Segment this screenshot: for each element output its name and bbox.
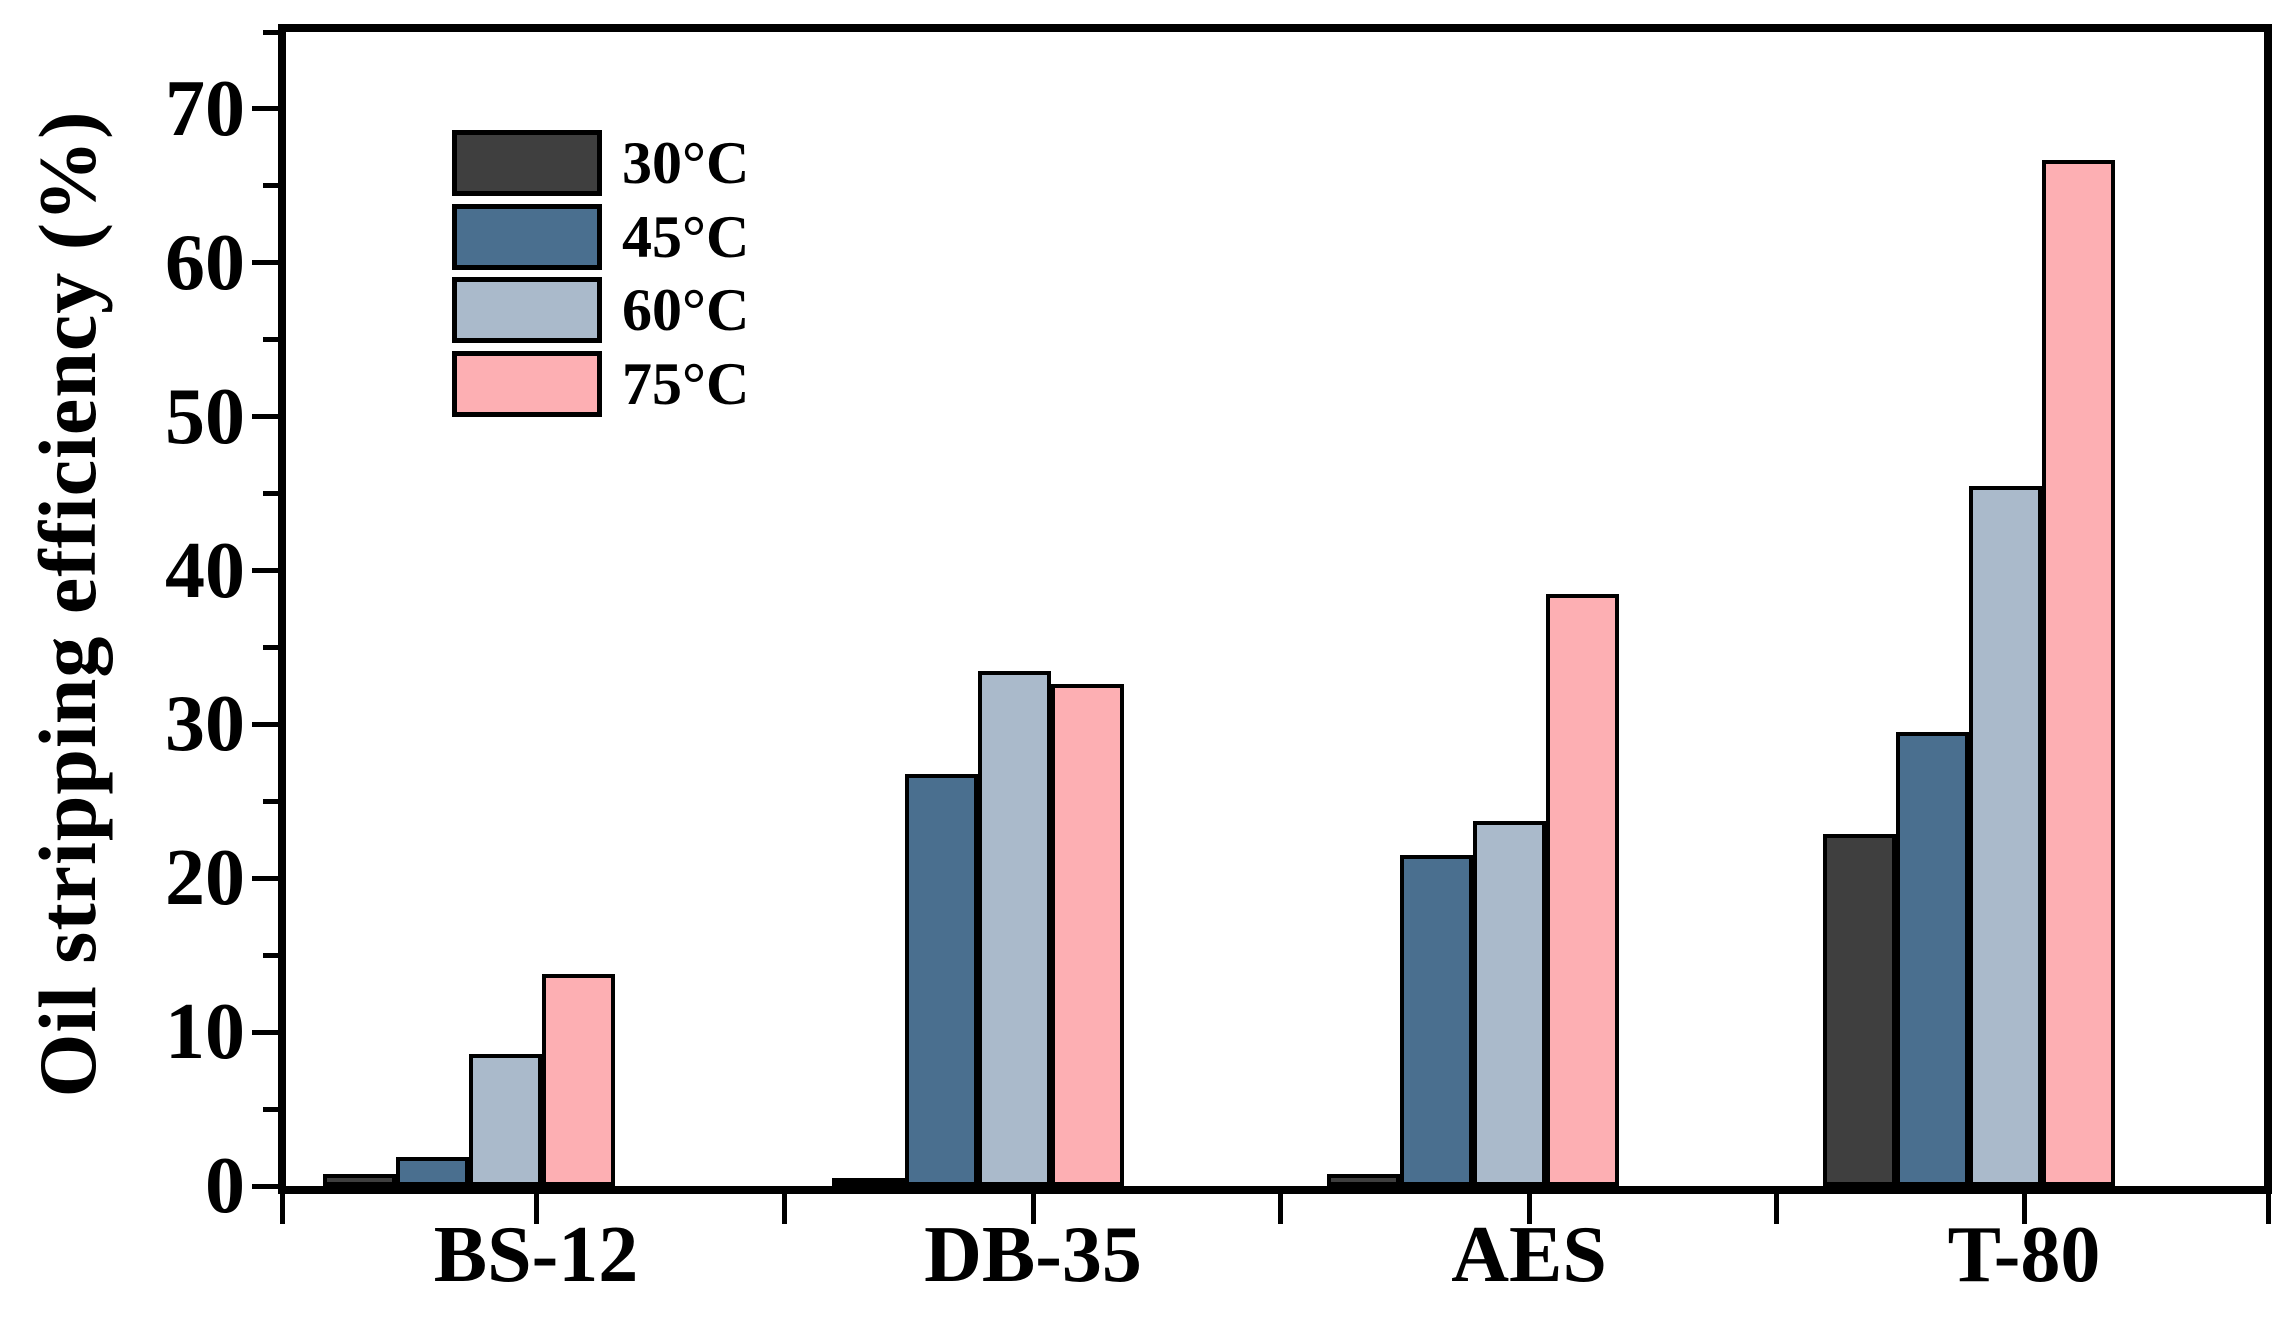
y-axis-major-tick <box>252 106 278 112</box>
bar-DB-35-60°C <box>978 670 1051 1186</box>
bar-DB-35-75°C <box>1051 684 1124 1186</box>
bar-T-80-30°C <box>1823 833 1896 1186</box>
y-axis-tick-label: 30 <box>165 680 245 769</box>
bar-BS-12-75°C <box>542 973 615 1186</box>
x-axis-category-label: T-80 <box>1947 1211 2101 1299</box>
y-axis-minor-tick <box>263 491 278 497</box>
bar-AES-75°C <box>1546 593 1619 1186</box>
y-axis-minor-tick <box>263 29 278 35</box>
bar-T-80-60°C <box>1969 485 2042 1186</box>
y-axis-major-tick <box>252 1029 278 1035</box>
bar-T-80-45°C <box>1896 732 1969 1186</box>
x-axis-category-label: AES <box>1451 1211 1607 1299</box>
legend-swatch-45°C <box>452 203 602 270</box>
bar-DB-35-30°C <box>832 1178 905 1186</box>
bar-BS-12-60°C <box>469 1053 542 1186</box>
y-axis-tick-label: 50 <box>165 372 245 461</box>
y-axis-major-tick <box>252 875 278 881</box>
y-axis-major-tick <box>252 260 278 266</box>
x-axis-tick <box>1773 1194 1779 1224</box>
plot-area-frame <box>278 24 2272 1194</box>
bar-BS-12-45°C <box>396 1156 469 1186</box>
x-axis-category-label: BS-12 <box>433 1211 639 1299</box>
y-axis-major-tick <box>252 414 278 420</box>
y-axis-tick-label: 0 <box>205 1142 245 1230</box>
x-axis-tick <box>2265 1194 2271 1224</box>
legend-label-75°C: 75°C <box>622 350 750 417</box>
y-axis-tick-label: 40 <box>165 526 245 615</box>
y-axis-major-tick <box>252 1183 278 1189</box>
x-axis-tick <box>1277 1194 1283 1224</box>
x-axis-tick <box>1526 1194 1532 1224</box>
y-axis-minor-tick <box>263 183 278 189</box>
y-axis-tick-label: 10 <box>165 988 245 1077</box>
x-axis-tick <box>781 1194 787 1224</box>
y-axis-minor-tick <box>263 1106 278 1112</box>
legend-swatch-75°C <box>452 350 602 417</box>
bar-BS-12-30°C <box>323 1173 396 1186</box>
x-axis-tick <box>2021 1194 2027 1224</box>
bar-T-80-75°C <box>2042 159 2115 1186</box>
x-axis-tick <box>533 1194 539 1224</box>
bar-AES-30°C <box>1327 1173 1400 1186</box>
legend-label-30°C: 30°C <box>622 130 750 196</box>
y-axis-minor-tick <box>263 798 278 804</box>
bar-AES-45°C <box>1400 855 1473 1186</box>
bar-DB-35-45°C <box>905 773 978 1186</box>
y-axis-major-tick <box>252 721 278 727</box>
x-axis-tick <box>279 1194 285 1224</box>
y-axis-minor-tick <box>263 952 278 958</box>
legend-swatch-60°C <box>452 277 602 343</box>
legend-swatch-30°C <box>452 130 602 196</box>
x-axis-category-label: DB-35 <box>924 1211 1142 1299</box>
y-axis-tick-label: 60 <box>165 218 245 307</box>
legend-label-45°C: 45°C <box>622 203 750 270</box>
y-axis-tick-label: 20 <box>165 834 245 923</box>
y-axis-minor-tick <box>263 644 278 650</box>
x-axis-tick <box>1030 1194 1036 1224</box>
legend-label-60°C: 60°C <box>622 277 750 343</box>
y-axis-major-tick <box>252 568 278 574</box>
bar-AES-60°C <box>1473 821 1546 1186</box>
y-axis-tick-label: 70 <box>165 64 245 153</box>
y-axis-minor-tick <box>263 337 278 343</box>
